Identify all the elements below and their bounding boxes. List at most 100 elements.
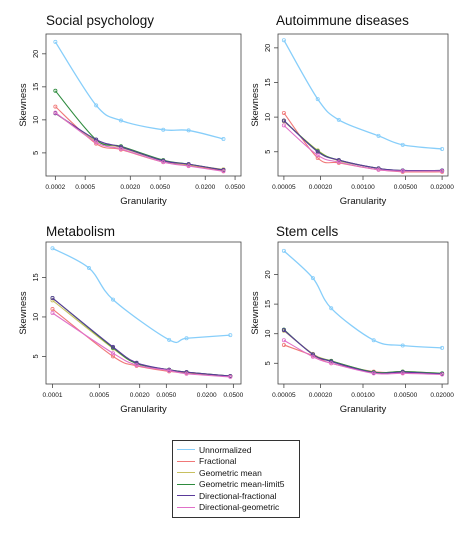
y-tick-label: 10 bbox=[31, 313, 40, 321]
series-line-geometric-mean-limit5 bbox=[283, 329, 443, 374]
data-point bbox=[161, 127, 166, 132]
data-point bbox=[221, 168, 226, 173]
legend-swatch-4 bbox=[177, 495, 195, 497]
y-axis-label: Skewness bbox=[18, 83, 29, 127]
data-point bbox=[281, 110, 286, 115]
series-line-unnormalized bbox=[52, 247, 231, 344]
legend-label: Geometric mean bbox=[199, 467, 262, 478]
legend-entry: Geometric mean bbox=[177, 467, 295, 479]
data-point bbox=[376, 167, 381, 172]
y-tick-label: 15 bbox=[31, 273, 40, 281]
y-tick-label: 15 bbox=[31, 83, 40, 91]
series-line-directional-geometric bbox=[52, 312, 231, 378]
data-point bbox=[50, 310, 55, 315]
data-point bbox=[86, 266, 91, 271]
y-axis-label: Skewness bbox=[18, 291, 29, 335]
chart-title: Social psychology bbox=[46, 13, 154, 28]
data-point bbox=[336, 160, 341, 165]
x-tick-label: 0.00020 bbox=[309, 392, 333, 399]
y-tick-label: 15 bbox=[263, 300, 272, 308]
plot-frame bbox=[277, 33, 449, 177]
data-point bbox=[167, 337, 172, 342]
series-line-directional-fractional bbox=[283, 329, 443, 375]
x-tick-label: 0.00500 bbox=[394, 184, 418, 191]
legend-swatch-3 bbox=[177, 483, 195, 485]
data-point bbox=[281, 328, 286, 333]
x-tick-label: 0.00500 bbox=[394, 392, 418, 399]
x-tick-label: 0.00100 bbox=[351, 392, 375, 399]
y-axis-label: Skewness bbox=[250, 83, 261, 127]
series-line-geometric-mean bbox=[55, 112, 224, 170]
data-point bbox=[281, 248, 286, 253]
data-point bbox=[50, 296, 55, 301]
x-tick-label: 0.0020 bbox=[130, 392, 150, 399]
data-point bbox=[440, 169, 445, 174]
data-point bbox=[400, 371, 405, 376]
y-tick-label: 15 bbox=[263, 78, 272, 86]
x-tick-label: 0.00100 bbox=[351, 184, 375, 191]
data-point bbox=[310, 276, 315, 281]
plot-frame bbox=[45, 241, 242, 385]
legend-swatch-2 bbox=[177, 472, 195, 474]
y-tick-label: 20 bbox=[263, 44, 272, 52]
data-point bbox=[440, 372, 445, 377]
legend-entry: Directional-fractional bbox=[177, 490, 295, 502]
data-point bbox=[94, 137, 99, 142]
series-line-unnormalized bbox=[54, 41, 224, 140]
data-point bbox=[281, 123, 286, 128]
chart-legend: Unnormalized Fractional Geometric mean G… bbox=[172, 440, 300, 518]
y-tick-label: 10 bbox=[263, 113, 272, 121]
data-point bbox=[329, 361, 334, 366]
chart-title: Metabolism bbox=[46, 224, 115, 239]
data-point bbox=[50, 307, 55, 312]
data-point bbox=[161, 160, 166, 165]
y-tick-label: 20 bbox=[31, 50, 40, 58]
plot-frame bbox=[277, 241, 449, 385]
series-line-directional-fractional bbox=[283, 120, 443, 172]
data-point bbox=[167, 368, 172, 373]
data-point bbox=[281, 38, 286, 43]
data-point bbox=[111, 297, 116, 302]
x-tick-label: 0.0500 bbox=[223, 392, 243, 399]
series-line-fractional bbox=[54, 106, 224, 172]
data-point bbox=[184, 371, 189, 376]
legend-swatch-1 bbox=[177, 460, 195, 462]
data-point bbox=[134, 363, 139, 368]
data-point bbox=[315, 153, 320, 158]
data-point bbox=[111, 351, 116, 356]
series-line-fractional bbox=[52, 308, 231, 377]
y-tick-label: 5 bbox=[263, 150, 272, 154]
data-point bbox=[371, 371, 376, 376]
data-point bbox=[94, 140, 99, 145]
x-tick-label: 0.02000 bbox=[430, 392, 454, 399]
chart-title: Autoimmune diseases bbox=[276, 13, 409, 28]
data-point bbox=[53, 104, 58, 109]
data-point bbox=[310, 354, 315, 359]
series-line-unnormalized bbox=[283, 39, 443, 150]
series-line-directional-geometric bbox=[55, 112, 224, 172]
x-axis-label: Granularity bbox=[120, 196, 167, 207]
data-point bbox=[53, 110, 58, 115]
series-line-directional-fractional bbox=[52, 297, 231, 377]
y-tick-label: 20 bbox=[263, 270, 272, 278]
data-point bbox=[118, 146, 123, 151]
legend-swatch-0 bbox=[177, 449, 195, 451]
series-line-unnormalized bbox=[283, 250, 443, 349]
y-tick-label: 10 bbox=[31, 116, 40, 124]
data-point bbox=[440, 345, 445, 350]
data-point bbox=[111, 344, 116, 349]
chart-panel-2: Metabolism 5 10 15 0.0001 0.0005 0.0020 0.0050 0… bbox=[18, 224, 244, 415]
y-tick-label: 5 bbox=[31, 151, 40, 155]
legend-label: Unnormalized bbox=[199, 444, 252, 455]
x-tick-label: 0.0500 bbox=[225, 184, 245, 191]
plot-frame bbox=[45, 33, 242, 177]
x-tick-label: 0.0050 bbox=[150, 184, 170, 191]
legend-label: Fractional bbox=[199, 456, 237, 467]
data-point bbox=[221, 137, 226, 142]
legend-label: Geometric mean-limit5 bbox=[199, 479, 285, 490]
data-point bbox=[376, 133, 381, 138]
legend-swatch-5 bbox=[177, 506, 195, 508]
x-tick-label: 0.0050 bbox=[156, 392, 176, 399]
data-point bbox=[329, 306, 334, 311]
